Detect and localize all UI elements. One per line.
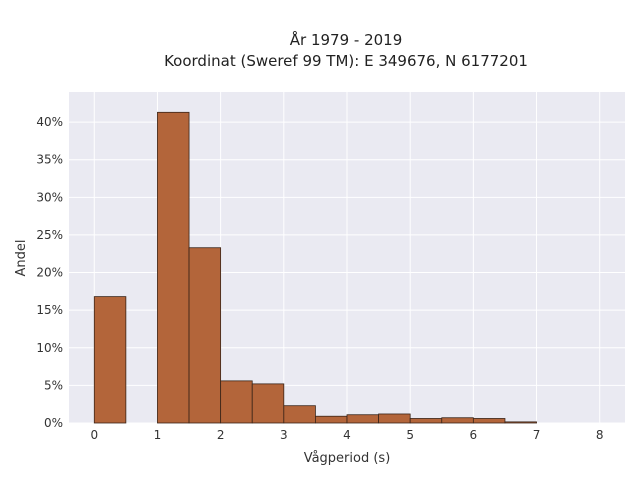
x-tick-label-2: 2 (217, 428, 225, 442)
histogram-bar-2 (188, 247, 222, 424)
histogram-bar-7 (346, 414, 379, 424)
y-tick-label-2: 10% (36, 341, 63, 355)
x-tick-label-4: 4 (343, 428, 351, 442)
y-tick-label-4: 20% (36, 266, 63, 280)
y-tick-label-5: 25% (36, 228, 63, 242)
y-tick-label-1: 5% (44, 378, 63, 392)
histogram-bar-5 (283, 405, 316, 424)
histogram-bar-9 (409, 418, 443, 424)
y-tick-label-3: 15% (36, 303, 63, 317)
histogram-bar-12 (504, 421, 537, 424)
chart-title-line1: År 1979 - 2019 (290, 30, 403, 49)
y-tick-labels: 0% 5% 10% 15% 20% 25% 30% 35% 40% (36, 115, 63, 430)
histogram-bar-0 (93, 296, 127, 424)
histogram-bar-8 (378, 413, 411, 424)
bars-group (93, 111, 537, 424)
x-tick-label-0: 0 (90, 428, 98, 442)
y-tick-label-0: 0% (44, 416, 63, 430)
y-axis-label: Andel (14, 240, 29, 277)
histogram-bar-4 (251, 383, 285, 424)
x-tick-label-6: 6 (470, 428, 478, 442)
y-tick-label-8: 40% (36, 115, 63, 129)
x-tick-labels: 0 1 2 3 4 5 6 7 8 (90, 428, 603, 442)
histogram-bar-11 (472, 418, 506, 424)
histogram-bar-3 (220, 380, 253, 424)
histogram-bar-6 (315, 415, 348, 424)
x-tick-label-5: 5 (406, 428, 414, 442)
y-tick-label-7: 35% (36, 153, 63, 167)
x-tick-label-8: 8 (596, 428, 604, 442)
x-tick-label-3: 3 (280, 428, 288, 442)
histogram-bar-10 (441, 417, 474, 424)
x-tick-label-1: 1 (154, 428, 162, 442)
chart-title-line2: Koordinat (Sweref 99 TM): E 349676, N 61… (164, 52, 528, 70)
x-tick-label-7: 7 (533, 428, 541, 442)
x-axis-label: Vågperiod (s) (304, 451, 391, 466)
y-tick-label-6: 30% (36, 190, 63, 204)
histogram-bar-1 (157, 111, 190, 424)
